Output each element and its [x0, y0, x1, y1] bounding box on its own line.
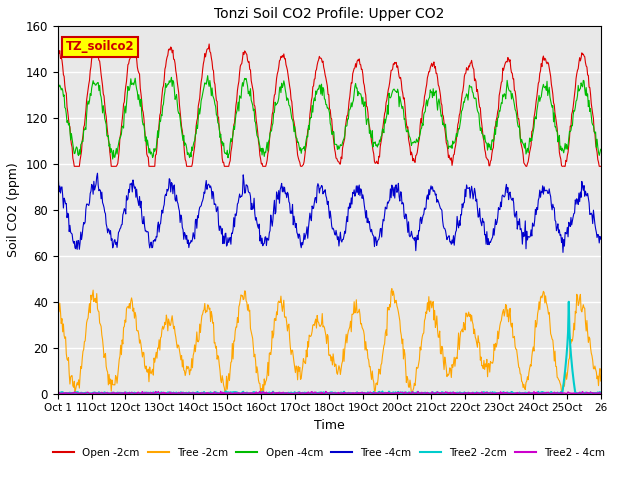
Text: TZ_soilco2: TZ_soilco2	[66, 40, 134, 53]
Open -4cm	[298, 146, 306, 152]
Tree -2cm	[485, 360, 493, 366]
Line: Tree2 -2cm: Tree2 -2cm	[58, 302, 601, 394]
Tree -4cm	[158, 207, 166, 213]
Tree -4cm	[597, 236, 605, 242]
Tree2 -2cm	[597, 390, 605, 396]
Open -4cm	[401, 116, 409, 121]
Tree2 - 4cm	[256, 388, 264, 394]
Tree2 - 4cm	[372, 390, 380, 396]
Tree2 -2cm	[484, 390, 492, 396]
Y-axis label: Soil CO2 (ppm): Soil CO2 (ppm)	[7, 163, 20, 257]
Open -2cm	[401, 102, 409, 108]
Tree -2cm	[372, 381, 380, 386]
Open -2cm	[485, 163, 493, 168]
Line: Open -4cm: Open -4cm	[58, 76, 601, 159]
Legend: Open -2cm, Tree -2cm, Open -4cm, Tree -4cm, Tree2 -2cm, Tree2 - 4cm: Open -2cm, Tree -2cm, Open -4cm, Tree -4…	[49, 444, 609, 462]
Tree -2cm	[158, 326, 166, 332]
Tree2 - 4cm	[234, 391, 242, 396]
Tree -2cm	[388, 286, 396, 291]
Tree -4cm	[401, 214, 408, 219]
Tree -2cm	[234, 320, 242, 325]
Tree -4cm	[484, 236, 492, 241]
Tree -4cm	[234, 200, 242, 206]
Tree2 -2cm	[371, 390, 379, 396]
Open -4cm	[54, 78, 61, 84]
Open -2cm	[70, 163, 78, 169]
Tree -2cm	[54, 313, 61, 319]
Open -4cm	[372, 142, 380, 148]
Line: Open -2cm: Open -2cm	[58, 44, 601, 166]
Tree -4cm	[298, 245, 305, 251]
Tree2 - 4cm	[157, 390, 165, 396]
Tree -4cm	[54, 182, 61, 188]
Line: Tree -4cm: Tree -4cm	[58, 173, 601, 252]
Tree -4cm	[93, 170, 101, 176]
Title: Tonzi Soil CO2 Profile: Upper CO2: Tonzi Soil CO2 Profile: Upper CO2	[214, 7, 444, 21]
Open -2cm	[235, 79, 243, 84]
Open -4cm	[109, 156, 116, 162]
Tree2 - 4cm	[54, 390, 61, 396]
Tree2 -2cm	[157, 389, 165, 395]
Tree2 -2cm	[234, 390, 241, 396]
Tree2 -2cm	[297, 391, 305, 396]
Tree -4cm	[559, 250, 567, 255]
Tree2 - 4cm	[298, 390, 306, 396]
Tree2 - 4cm	[485, 391, 493, 396]
Tree2 - 4cm	[229, 391, 237, 396]
Tree2 -2cm	[399, 390, 407, 396]
Tree -2cm	[71, 391, 79, 396]
Open -4cm	[597, 146, 605, 152]
Open -2cm	[158, 92, 166, 98]
Open -4cm	[235, 108, 243, 114]
Line: Tree2 - 4cm: Tree2 - 4cm	[58, 391, 601, 394]
Open -2cm	[298, 163, 306, 169]
Tree -4cm	[372, 235, 380, 241]
Tree -2cm	[401, 351, 409, 357]
Tree2 -2cm	[565, 299, 573, 305]
Open -2cm	[205, 41, 213, 47]
Open -4cm	[158, 113, 166, 119]
Tree -2cm	[298, 376, 305, 382]
Open -4cm	[485, 144, 493, 150]
Tree2 - 4cm	[401, 389, 409, 395]
Tree2 - 4cm	[597, 390, 605, 396]
Tree2 -2cm	[559, 391, 566, 396]
Open -2cm	[597, 163, 605, 169]
Tree -2cm	[597, 378, 605, 384]
X-axis label: Time: Time	[314, 419, 344, 432]
Tree2 -2cm	[54, 390, 61, 396]
Line: Tree -2cm: Tree -2cm	[58, 288, 601, 394]
Open -2cm	[54, 50, 61, 56]
Open -4cm	[204, 73, 212, 79]
Open -2cm	[372, 158, 380, 164]
